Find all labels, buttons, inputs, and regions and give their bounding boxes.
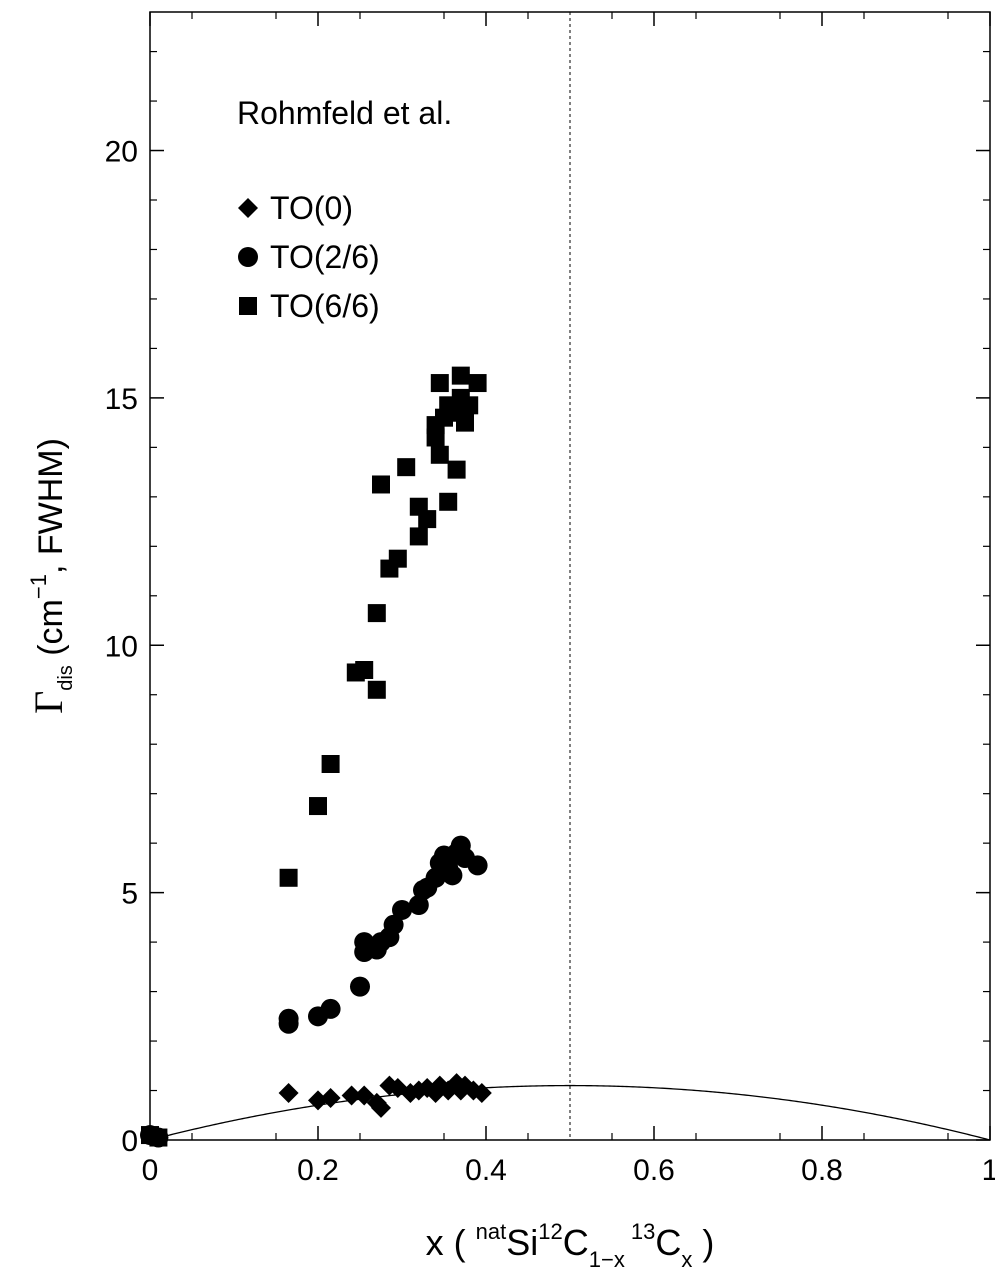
y-tick-label: 20 — [105, 136, 138, 169]
point-square — [367, 604, 386, 623]
legend: TO(0) TO(2/6) TO(6/6) — [238, 190, 380, 324]
y-tick-label: 15 — [105, 383, 138, 416]
point-square — [397, 458, 416, 477]
legend-diamond-marker — [238, 198, 258, 218]
legend-label-to66: TO(6/6) — [270, 288, 380, 324]
point-square — [451, 366, 470, 385]
point-square — [439, 492, 458, 511]
point-diamond — [371, 1097, 391, 1118]
legend-square-marker — [239, 297, 257, 315]
point-diamond — [471, 1083, 492, 1103]
point-diamond — [341, 1085, 362, 1106]
point-circle — [467, 855, 488, 876]
point-circle — [320, 998, 341, 1019]
point-square — [367, 680, 386, 699]
data-points — [140, 366, 492, 1148]
y-tick-label: 5 — [121, 878, 138, 911]
point-diamond — [320, 1087, 341, 1108]
annotation-text: Rohmfeld et al. — [237, 95, 452, 131]
legend-label-to0: TO(0) — [270, 190, 353, 226]
point-square — [456, 413, 474, 432]
point-circle — [383, 914, 404, 935]
x-tick-label: 0.8 — [801, 1154, 843, 1187]
point-square — [355, 661, 374, 679]
fit-curve-2 — [149, 1084, 991, 1141]
point-diamond — [354, 1085, 375, 1106]
point-square — [430, 445, 449, 464]
point-circle — [442, 865, 463, 886]
point-circle — [350, 976, 370, 997]
legend-label-to26: TO(2/6) — [270, 239, 380, 275]
point-square — [418, 510, 437, 529]
point-square — [388, 549, 407, 568]
x-axis-title: x ( natSi12C1−x13Cx ) — [426, 1219, 715, 1268]
point-square — [321, 755, 340, 773]
y-axis-title: Γdis (cm−1, FWHM) — [26, 438, 77, 714]
point-circle — [392, 899, 412, 920]
fit-curves — [149, 1084, 991, 1141]
x-tick-label: 0 — [142, 1154, 159, 1187]
y-tick-label: 10 — [105, 630, 138, 663]
y-tick-label: 0 — [121, 1125, 138, 1158]
point-diamond — [278, 1083, 299, 1103]
x-tick-label: 0.2 — [297, 1154, 339, 1187]
x-tick-label: 0.4 — [465, 1154, 507, 1187]
point-circle — [278, 1013, 299, 1034]
point-square — [430, 374, 449, 393]
y-axis-title-group: Γdis (cm−1, FWHM) — [26, 438, 77, 714]
point-square — [409, 527, 428, 546]
point-square — [372, 475, 390, 494]
point-square — [149, 1128, 168, 1147]
point-square — [468, 374, 487, 393]
point-square — [460, 396, 479, 415]
point-square — [447, 460, 466, 479]
x-tick-label: 1 — [982, 1154, 995, 1187]
point-diamond — [308, 1090, 328, 1111]
legend-circle-marker — [238, 247, 258, 267]
x-tick-label: 0.6 — [633, 1154, 675, 1187]
point-square — [309, 797, 327, 816]
point-square — [279, 868, 298, 887]
